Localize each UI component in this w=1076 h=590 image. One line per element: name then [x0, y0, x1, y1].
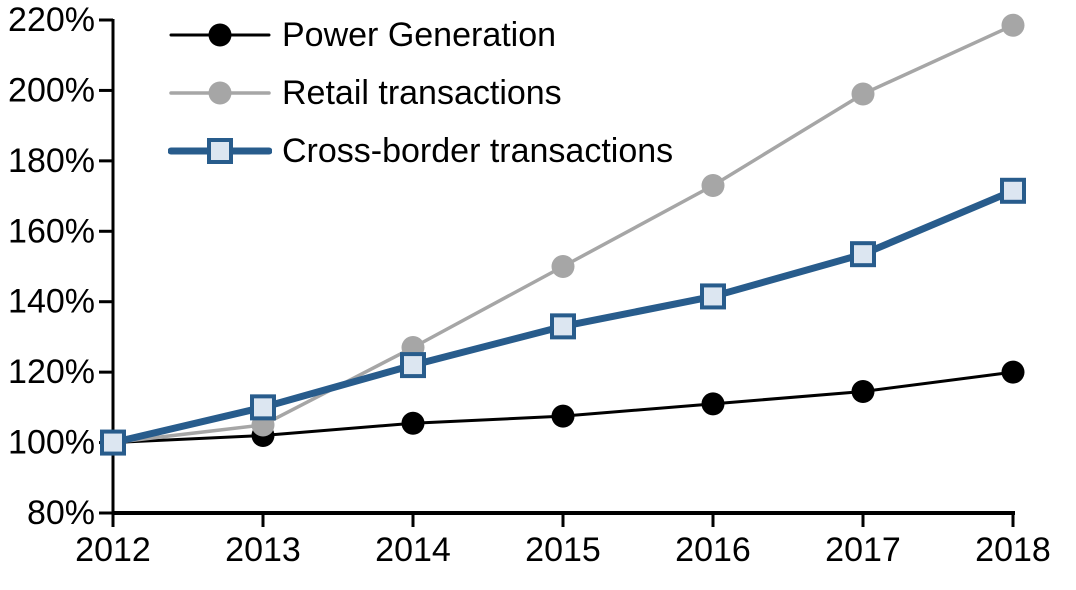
- data-point-square: [400, 352, 426, 379]
- data-point-square: [1000, 177, 1026, 204]
- y-tick-label: 180%: [8, 142, 95, 180]
- legend-item-power-generation: Power Generation: [168, 6, 673, 64]
- data-point-circle: [701, 392, 725, 416]
- data-point-square: [700, 283, 726, 310]
- data-point-square: [850, 241, 876, 268]
- data-point-square: [100, 429, 126, 456]
- legend-item-retail-transactions: Retail transactions: [168, 64, 673, 122]
- x-tick-label: 2017: [825, 531, 901, 569]
- x-tick-label: 2018: [975, 531, 1051, 569]
- data-point-circle: [551, 404, 575, 428]
- data-point-circle: [851, 380, 875, 404]
- y-tick-label: 120%: [8, 353, 95, 391]
- x-tick-label: 2014: [375, 531, 451, 569]
- legend-item-cross-border-transactions: Cross-border transactions: [168, 122, 673, 180]
- x-tick-label: 2012: [75, 531, 151, 569]
- legend-label: Cross-border transactions: [282, 132, 674, 170]
- data-point-square: [250, 394, 276, 421]
- chart-legend: Power Generation Retail transactions Cro…: [168, 6, 673, 180]
- y-tick-label: 200%: [8, 71, 95, 109]
- data-point-circle: [401, 411, 425, 435]
- data-point-circle: [551, 255, 575, 278]
- data-point-circle: [701, 174, 725, 198]
- y-tick-label: 140%: [8, 283, 95, 321]
- data-point-circle: [208, 81, 232, 105]
- data-point-circle: [1001, 360, 1025, 384]
- data-point-circle: [851, 82, 875, 106]
- legend-marker-retail-transactions: [169, 81, 271, 105]
- data-point-circle: [208, 23, 232, 47]
- legend-label: Power Generation: [282, 16, 557, 54]
- data-point-square: [207, 138, 233, 164]
- y-tick-label: 220%: [8, 1, 95, 39]
- data-point-circle: [1001, 13, 1025, 37]
- data-point-square: [550, 313, 576, 340]
- x-tick-label: 2016: [675, 531, 751, 569]
- legend-marker-cross-border-transactions: [168, 138, 272, 164]
- x-tick-label: 2015: [525, 531, 601, 569]
- legend-label: Retail transactions: [282, 74, 562, 112]
- x-tick-label: 2013: [225, 531, 301, 569]
- y-tick-label: 160%: [8, 212, 95, 250]
- y-tick-label: 100%: [8, 424, 95, 462]
- legend-marker-power-generation: [169, 23, 271, 47]
- y-tick-label: 80%: [27, 494, 95, 532]
